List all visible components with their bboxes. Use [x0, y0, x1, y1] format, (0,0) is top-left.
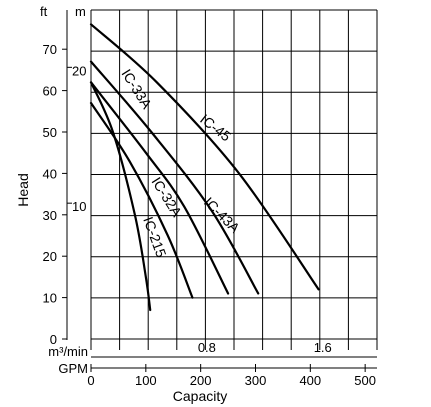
chart-curves — [89, 23, 320, 312]
m-tick-label: 10 — [72, 199, 86, 214]
gpm-tick-label: 0 — [87, 373, 94, 388]
flow-unit-label: m³/min — [48, 344, 88, 359]
gpm-tick-label: 300 — [245, 373, 267, 388]
m-unit-label: m — [75, 4, 86, 19]
curve-ic-45 — [89, 23, 320, 291]
gpm-tick-label: 400 — [299, 373, 321, 388]
ft-tick-label: 10 — [43, 291, 57, 306]
flow-tick-label: 0.8 — [198, 340, 216, 355]
x-axis-title: Capacity — [173, 388, 227, 404]
y-axis-title: Head — [15, 173, 31, 206]
gpm-tick-label: 200 — [190, 373, 212, 388]
m-tick-label: 20 — [72, 63, 86, 78]
curve-ic-33a — [89, 81, 230, 295]
gpm-unit-label: GPM — [58, 361, 88, 376]
curve-label-ic-45: IC-45 — [197, 111, 234, 145]
chart-labels: 0 10 20 30 40 50 60 70 10 20 ft m Head m³/min 0.8 1.6 GP… — [15, 4, 376, 404]
ft-tick-label: 50 — [43, 125, 57, 140]
curve-ic-32a — [89, 101, 194, 299]
curve-label-ic-215: IC-215 — [140, 215, 169, 260]
gpm-tick-label: 100 — [135, 373, 157, 388]
chart-grid — [62, 9, 378, 372]
curve-ic-43a — [89, 60, 260, 295]
ft-unit-label: ft — [40, 4, 48, 19]
flow-tick-label: 1.6 — [314, 340, 332, 355]
ft-tick-label: 60 — [43, 84, 57, 99]
ft-tick-label: 40 — [43, 166, 57, 181]
curve-label-ic-43a: IC-43A — [201, 194, 244, 237]
ft-tick-label: 70 — [43, 42, 57, 57]
gpm-tick-label: 500 — [354, 373, 376, 388]
ft-tick-label: 20 — [43, 249, 57, 264]
curve-ic-215 — [89, 81, 152, 312]
curve-label-ic-33a: IC-33A — [118, 66, 155, 112]
ft-tick-label: 0 — [50, 332, 57, 347]
ft-tick-label: 30 — [43, 208, 57, 223]
curve-label-ic-32a: IC-32A — [148, 174, 185, 220]
